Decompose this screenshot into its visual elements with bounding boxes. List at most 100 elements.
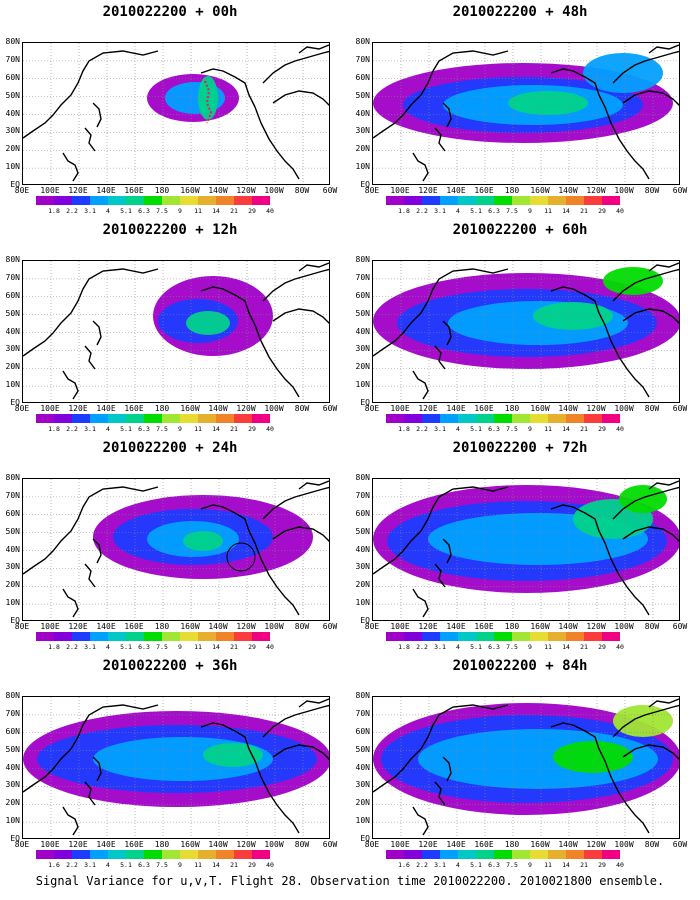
lat-tick-label: 70N	[5, 490, 20, 500]
coastline	[84, 345, 96, 370]
panel-title: 2010022200 + 00h	[102, 4, 238, 20]
coastline	[373, 50, 509, 139]
colorbar-label: 11	[194, 643, 202, 651]
colorbar-label: 21	[580, 861, 588, 869]
lat-tick-label: 50N	[355, 744, 370, 754]
colorbar-label: 2.2	[66, 425, 78, 433]
coastline	[200, 68, 300, 180]
colorbar-swatch	[180, 414, 198, 423]
lat-tick-label: 10N	[355, 380, 370, 390]
colorbar-label: 5.1	[120, 861, 132, 869]
coastline	[272, 308, 329, 324]
map-panel-84h: 2010022200 + 84h 80N 70N 60N 50N 40N 30N 20N 10N…	[350, 654, 690, 869]
lat-tick-label: EQ	[10, 180, 20, 189]
variance-contour-region	[186, 311, 230, 335]
colorbar-swatch	[54, 632, 72, 641]
lon-tick-label: 120W	[586, 840, 606, 849]
colorbar-swatch	[548, 850, 566, 859]
lat-tick-label: 30N	[355, 562, 370, 572]
lat-tick-label: 40N	[5, 762, 20, 772]
colorbar-label: 14	[212, 861, 220, 869]
map-plot-area	[22, 42, 330, 185]
lat-tick-label: 30N	[5, 126, 20, 136]
variance-contour-region	[508, 91, 588, 115]
colorbar-label: 11	[544, 643, 552, 651]
colorbar-swatch	[72, 196, 90, 205]
lon-tick-label: 60W	[322, 186, 338, 195]
variance-contour-region	[553, 741, 633, 773]
colorbar	[36, 196, 270, 205]
figure-caption: Signal Variance for u,v,T. Flight 28. Ob…	[35, 874, 665, 888]
lon-tick-label: 80E	[14, 840, 30, 849]
colorbar-label: 14	[212, 425, 220, 433]
lat-tick-label: 50N	[355, 90, 370, 100]
colorbar-label: 9	[528, 425, 532, 433]
coastline	[23, 268, 159, 357]
colorbar-swatch	[602, 196, 620, 205]
colorbar	[36, 414, 270, 423]
lat-tick-label: 40N	[355, 544, 370, 554]
colorbar-label: 7.5	[156, 861, 168, 869]
lat-tick-label: 80N	[5, 255, 20, 264]
colorbar-label: 29	[248, 207, 256, 215]
colorbar-swatch	[458, 850, 476, 859]
colorbar-swatch	[476, 414, 494, 423]
lon-tick-label: 120E	[68, 186, 88, 195]
coastline	[612, 50, 679, 84]
colorbar-label: 4	[456, 207, 460, 215]
lon-tick-label: 180	[154, 840, 170, 849]
colorbar-label: 6.3	[138, 643, 150, 651]
lon-tick-label: 120W	[586, 186, 606, 195]
colorbar-label: 6.3	[488, 425, 500, 433]
colorbar-label: 5.1	[470, 643, 482, 651]
colorbar-swatch	[440, 850, 458, 859]
lon-tick-label: 80E	[364, 622, 380, 631]
lon-tick-label: 80E	[14, 622, 30, 631]
colorbar-label: 29	[598, 861, 606, 869]
lat-tick-label: 70N	[355, 54, 370, 64]
colorbar-label: 1.8	[398, 643, 410, 651]
colorbar-label: 7.5	[506, 425, 518, 433]
map-plot-area	[372, 478, 680, 621]
coastline	[272, 744, 329, 760]
coastline	[412, 806, 429, 836]
lat-tick-label: 30N	[5, 562, 20, 572]
coastline	[92, 320, 102, 346]
colorbar-label: 3.1	[434, 643, 446, 651]
colorbar-label: 11	[194, 861, 202, 869]
coastline	[200, 504, 300, 616]
lat-tick-label: 30N	[355, 344, 370, 354]
coastline	[622, 744, 679, 760]
lat-tick-label: 50N	[355, 308, 370, 318]
colorbar-label: 40	[266, 643, 274, 651]
colorbar-swatch	[422, 414, 440, 423]
colorbar-swatch	[126, 196, 144, 205]
colorbar-label: 11	[544, 207, 552, 215]
lon-tick-label: 140E	[446, 186, 466, 195]
colorbar-swatch	[36, 632, 54, 641]
colorbar-swatch	[548, 632, 566, 641]
panel-title: 2010022200 + 24h	[102, 440, 238, 456]
colorbar-swatch	[54, 414, 72, 423]
colorbar-swatch	[36, 196, 54, 205]
coastline	[648, 262, 679, 272]
lon-tick-label: 100W	[614, 404, 634, 413]
lon-tick-label: 80W	[644, 186, 660, 195]
lon-tick-label: 160W	[180, 622, 200, 631]
colorbar-label: 7.5	[156, 425, 168, 433]
lat-tick-label: 50N	[5, 90, 20, 100]
colorbar-label: 21	[230, 207, 238, 215]
colorbar-swatch	[386, 850, 404, 859]
coastline	[92, 538, 102, 564]
colorbar-label: 14	[562, 643, 570, 651]
colorbar-swatch	[234, 632, 252, 641]
lon-tick-label: 100W	[264, 404, 284, 413]
lon-tick-label: 180	[154, 404, 170, 413]
coastline	[412, 370, 429, 400]
colorbar-label: 3.1	[434, 425, 446, 433]
lon-tick-label: 160E	[124, 622, 144, 631]
colorbar-swatch	[90, 414, 108, 423]
lon-tick-label: 140E	[96, 186, 116, 195]
variance-field-map	[373, 479, 679, 620]
colorbar-swatch	[494, 632, 512, 641]
